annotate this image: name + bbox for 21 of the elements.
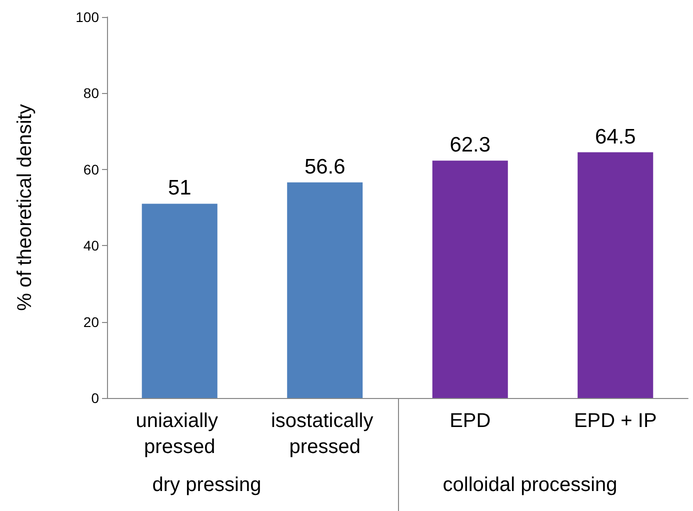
y-tick-label: 0 <box>91 390 100 406</box>
x-tick-label: EPD <box>450 410 491 432</box>
data-label: 62.3 <box>450 134 491 157</box>
text: colloidal processing <box>442 474 618 496</box>
x-tick-label: isostatically pressed <box>270 410 379 458</box>
y-tick-label: 60 <box>83 161 100 178</box>
x-tick-label: uniaxially pressed <box>136 410 224 458</box>
bar <box>432 160 508 398</box>
bar <box>578 152 654 398</box>
x-tick-label: EPD + IP <box>574 410 657 432</box>
y-tick-label: 100 <box>76 9 100 25</box>
data-label: 56.6 <box>304 155 346 178</box>
y-tick-label: 40 <box>83 238 100 254</box>
y-tick-label: 20 <box>83 314 100 330</box>
bar <box>287 182 363 398</box>
y-tick-label: 80 <box>83 85 100 102</box>
bar <box>142 204 218 398</box>
text: dry pressing <box>152 474 262 496</box>
y-axis-title: % of theoretical density <box>14 104 36 311</box>
data-label: 64.5 <box>594 125 636 148</box>
data-label: 51 <box>168 176 192 200</box>
